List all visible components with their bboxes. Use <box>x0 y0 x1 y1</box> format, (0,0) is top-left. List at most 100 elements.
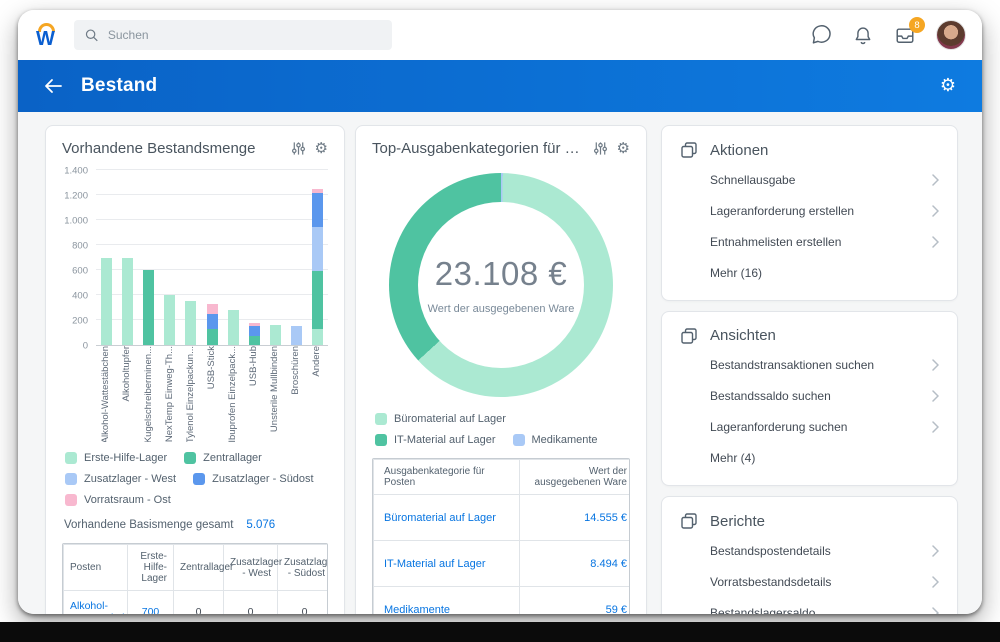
bell-icon <box>855 26 871 44</box>
legend-item[interactable]: Zusatzlager - West <box>65 473 176 485</box>
legend-color-chip <box>65 473 77 485</box>
gear-icon: ⚙ <box>939 75 956 95</box>
bar-Alkoholtupfer[interactable] <box>122 257 134 345</box>
gridline <box>96 194 328 195</box>
menu-more-link[interactable]: Mehr (4) <box>710 451 756 465</box>
value-cell[interactable]: 700 <box>127 590 174 615</box>
table-header-row: Ausgabenkategorie für Posten Wert der aus… <box>373 459 629 495</box>
chat-button[interactable] <box>810 24 832 46</box>
menu-item[interactable]: Bestandssaldo suchen <box>710 381 939 412</box>
bar-slot <box>286 171 307 345</box>
y-tick-label: 400 <box>72 290 88 302</box>
menu-more-link[interactable]: Mehr (16) <box>710 265 763 280</box>
value-link[interactable]: 14.555 € <box>584 511 627 524</box>
legend-color-chip <box>375 434 387 446</box>
item-link[interactable]: Alkohol-Wattestäbchen <box>70 599 140 615</box>
bar-Kugelschreiberminen...[interactable] <box>143 270 155 345</box>
y-tick-label: 800 <box>72 240 88 252</box>
search-input[interactable] <box>107 28 381 42</box>
page-header: Bestand ⚙ <box>18 60 982 112</box>
x-axis-label: Unsterile Mullbinden <box>269 346 281 433</box>
category-link[interactable]: Medikamente <box>384 603 451 615</box>
top-bar: W <box>18 10 982 60</box>
legend-item[interactable]: Vorratsraum - Ost <box>65 494 171 506</box>
bar-segment <box>311 270 323 329</box>
legend-item[interactable]: Medikamente <box>512 434 598 446</box>
menu-item[interactable]: Entnahmelisten erstellen <box>710 226 939 257</box>
bar-segment <box>269 325 281 345</box>
bar-NexTemp Einweg-Th...[interactable] <box>164 295 176 345</box>
menu-section-title: Ansichten <box>710 327 776 344</box>
legend-item[interactable]: Zentrallager <box>184 452 262 464</box>
x-label-cell: Kugelschreiberminen... <box>138 346 159 442</box>
x-label-cell: NexTemp Einweg-Th... <box>159 346 180 442</box>
x-label-cell: Broschüren <box>286 346 307 442</box>
menu-item[interactable]: Vorratsbestandsdetails <box>710 566 939 597</box>
category-link[interactable]: IT-Material auf Lager <box>384 557 486 570</box>
back-button[interactable] <box>44 78 63 94</box>
value-link[interactable]: 8.494 € <box>590 557 627 570</box>
bar-Tylenol Einzelpackun...[interactable] <box>185 301 197 345</box>
donut-center: 23.108 € Wert der ausgegebenen Ware <box>418 202 584 368</box>
menu-item[interactable]: Bestandspostendetails <box>710 535 939 566</box>
spend-total-value: 23.108 € <box>434 255 568 292</box>
legend-item[interactable]: Zusatzlager - Südost <box>193 473 314 485</box>
gridline <box>96 219 328 220</box>
x-label-cell: Unsterile Mullbinden <box>265 346 286 442</box>
legend-color-chip <box>65 452 77 464</box>
x-label-cell: Ibuprofen Einzelpack... <box>223 346 244 442</box>
bar-Ibuprofen Einzelpack...[interactable] <box>227 310 239 345</box>
x-axis-label: Andere <box>311 346 323 377</box>
legend-item[interactable]: Erste-Hilfe-Lager <box>65 452 167 464</box>
bar-segment <box>248 323 260 327</box>
spend-categories-card: Top-Ausgabenkategorien für Bestandsausg.… <box>355 125 647 614</box>
y-tick-label: 1.400 <box>64 165 88 177</box>
bar-Unsterile Mullbinden[interactable] <box>269 325 281 345</box>
donut-legend: Büromaterial auf Lager IT-Material auf La… <box>372 413 630 446</box>
inbox-button[interactable]: 8 <box>894 17 925 46</box>
base-quantity-total-value[interactable]: 5.076 <box>246 519 276 531</box>
spend-total-label: Wert der ausgegebenen Ware <box>427 303 575 315</box>
value-link[interactable]: 59 € <box>605 603 627 615</box>
legend-item[interactable]: Büromaterial auf Lager <box>375 413 506 425</box>
header-settings-button[interactable]: ⚙ <box>940 76 956 96</box>
bar-Andere[interactable] <box>311 188 323 345</box>
gear-icon[interactable]: ⚙ <box>314 140 328 157</box>
search-bar[interactable] <box>74 20 392 50</box>
bar-slot <box>180 171 201 345</box>
filter-settings-icon[interactable] <box>291 141 306 156</box>
menu-item[interactable]: Bestandslagersaldo <box>710 597 939 614</box>
x-axis-label: Ibuprofen Einzelpack... <box>226 346 238 442</box>
value-link[interactable]: 700 <box>141 605 160 615</box>
gear-icon[interactable]: ⚙ <box>616 140 630 157</box>
menu-item[interactable]: Bestandstransaktionen suchen <box>710 350 939 381</box>
menu-item[interactable]: Lageranforderung erstellen <box>710 195 939 226</box>
inventory-quantity-card: Vorhandene Bestandsmenge ⚙ 0 20 <box>45 125 345 614</box>
bar-segment <box>143 270 155 345</box>
page-title: Bestand <box>81 75 158 96</box>
legend-label: Erste-Hilfe-Lager <box>84 452 168 464</box>
inventory-table: Posten Erste-Hilfe-Lager Zentrallager Zusat… <box>62 543 328 614</box>
bar-USB-Hub[interactable] <box>248 323 260 345</box>
category-link[interactable]: Büromaterial auf Lager <box>384 511 496 524</box>
donut-chart[interactable]: 23.108 € Wert der ausgegebenen Ware <box>389 173 613 397</box>
bar-Alkohol-Wattestäbchen[interactable] <box>101 257 113 345</box>
bar-slot <box>307 171 328 345</box>
bar-segment <box>185 301 197 345</box>
workday-logo[interactable]: W <box>34 21 60 50</box>
bar-slot <box>223 171 244 345</box>
x-axis-label: USB-Stick <box>205 346 217 390</box>
filter-settings-icon[interactable] <box>593 141 608 156</box>
gridline <box>96 269 328 270</box>
bar-USB-Stick[interactable] <box>206 304 218 345</box>
item-cell: Alkohol-Wattestäbchen <box>63 590 140 614</box>
menu-section-title: Aktionen <box>710 141 769 159</box>
notifications-button[interactable] <box>852 24 874 46</box>
legend-item[interactable]: IT-Material auf Lager <box>375 434 496 446</box>
menu-item[interactable]: Lageranforderung suchen <box>710 412 939 443</box>
menu-item-label: Schnellausgabe <box>710 172 796 187</box>
avatar[interactable] <box>936 20 966 50</box>
menu-item[interactable]: Schnellausgabe <box>710 164 939 195</box>
bar-Broschüren[interactable] <box>290 326 302 345</box>
back-arrow-icon <box>45 79 62 93</box>
